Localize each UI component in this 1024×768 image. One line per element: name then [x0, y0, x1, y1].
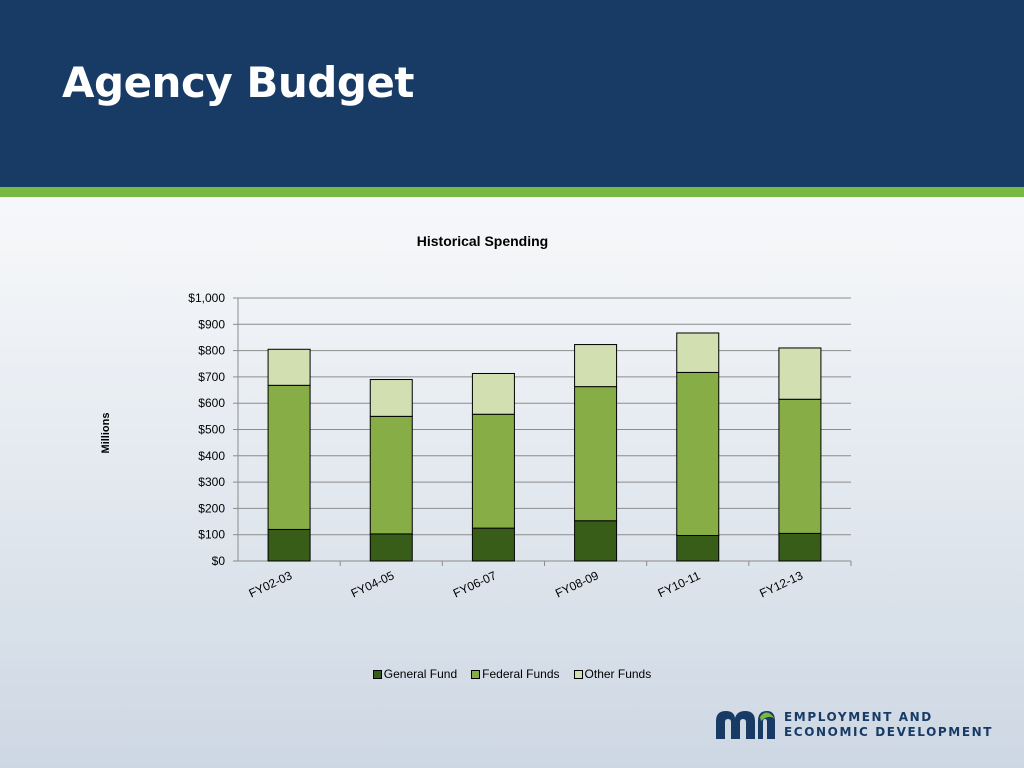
bar-segment [471, 527, 515, 562]
x-tick-label: FY06-07 [451, 568, 499, 600]
legend-item: Other Funds [573, 667, 652, 681]
page-title: Agency Budget [62, 58, 414, 107]
x-tick-label: FY08-09 [553, 568, 601, 600]
bar-segment [676, 534, 720, 562]
bar-segment [471, 413, 515, 529]
chart-title: Historical Spending [417, 233, 548, 249]
bar-segment [369, 415, 413, 535]
bar-segment [574, 520, 618, 562]
y-tick-label: $600 [198, 396, 225, 410]
y-axis-label: Millions [100, 413, 112, 454]
bar-segment [676, 332, 720, 373]
legend-label: Other Funds [584, 667, 652, 681]
mn-logo-icon [716, 711, 775, 739]
x-tick-label: FY12-13 [757, 568, 805, 600]
legend-label: General Fund [383, 667, 458, 681]
header-stripe [0, 187, 1024, 197]
deed-logo: EMPLOYMENT AND ECONOMIC DEVELOPMENT [714, 705, 1004, 745]
x-tick-label: FY10-11 [656, 568, 703, 600]
y-tick-label: $0 [212, 554, 226, 568]
y-tick-label: $900 [198, 317, 225, 331]
logo-line-1: EMPLOYMENT AND [784, 710, 933, 724]
y-tick-label: $500 [198, 423, 225, 437]
legend-item: General Fund [372, 667, 458, 681]
y-tick-label: $100 [198, 528, 225, 542]
bar-segment [267, 528, 311, 562]
bar-segment [574, 386, 618, 522]
y-tick-label: $400 [198, 449, 225, 463]
logo-text: EMPLOYMENT AND ECONOMIC DEVELOPMENT [784, 710, 993, 739]
y-tick-label: $200 [198, 501, 225, 515]
x-tick-label: FY04-05 [349, 568, 397, 600]
bar-segment [267, 348, 311, 386]
legend-item: Federal Funds [471, 667, 560, 681]
logo-line-2: ECONOMIC DEVELOPMENT [784, 724, 994, 739]
x-tick-label: FY02-03 [247, 568, 295, 600]
chart-legend: General Fund Federal Funds Other Funds [0, 667, 1024, 681]
legend-swatch [471, 669, 481, 679]
bar-segment [778, 347, 822, 400]
bar-segment [778, 532, 822, 562]
bar-segment [778, 398, 822, 534]
bar-segment [267, 384, 311, 530]
bar-segment [471, 372, 515, 415]
bar-segment [369, 379, 413, 417]
header-banner: Agency Budget [0, 0, 1024, 187]
legend-swatch [372, 669, 382, 679]
legend-label: Federal Funds [482, 667, 560, 681]
y-tick-label: $300 [198, 475, 225, 489]
y-tick-label: $800 [198, 344, 225, 358]
bar-segment [369, 533, 413, 562]
y-tick-label: $1,000 [188, 291, 225, 305]
y-tick-label: $700 [198, 370, 225, 384]
bar-segment [676, 371, 720, 536]
bar-segment [574, 344, 618, 388]
legend-swatch [573, 669, 583, 679]
